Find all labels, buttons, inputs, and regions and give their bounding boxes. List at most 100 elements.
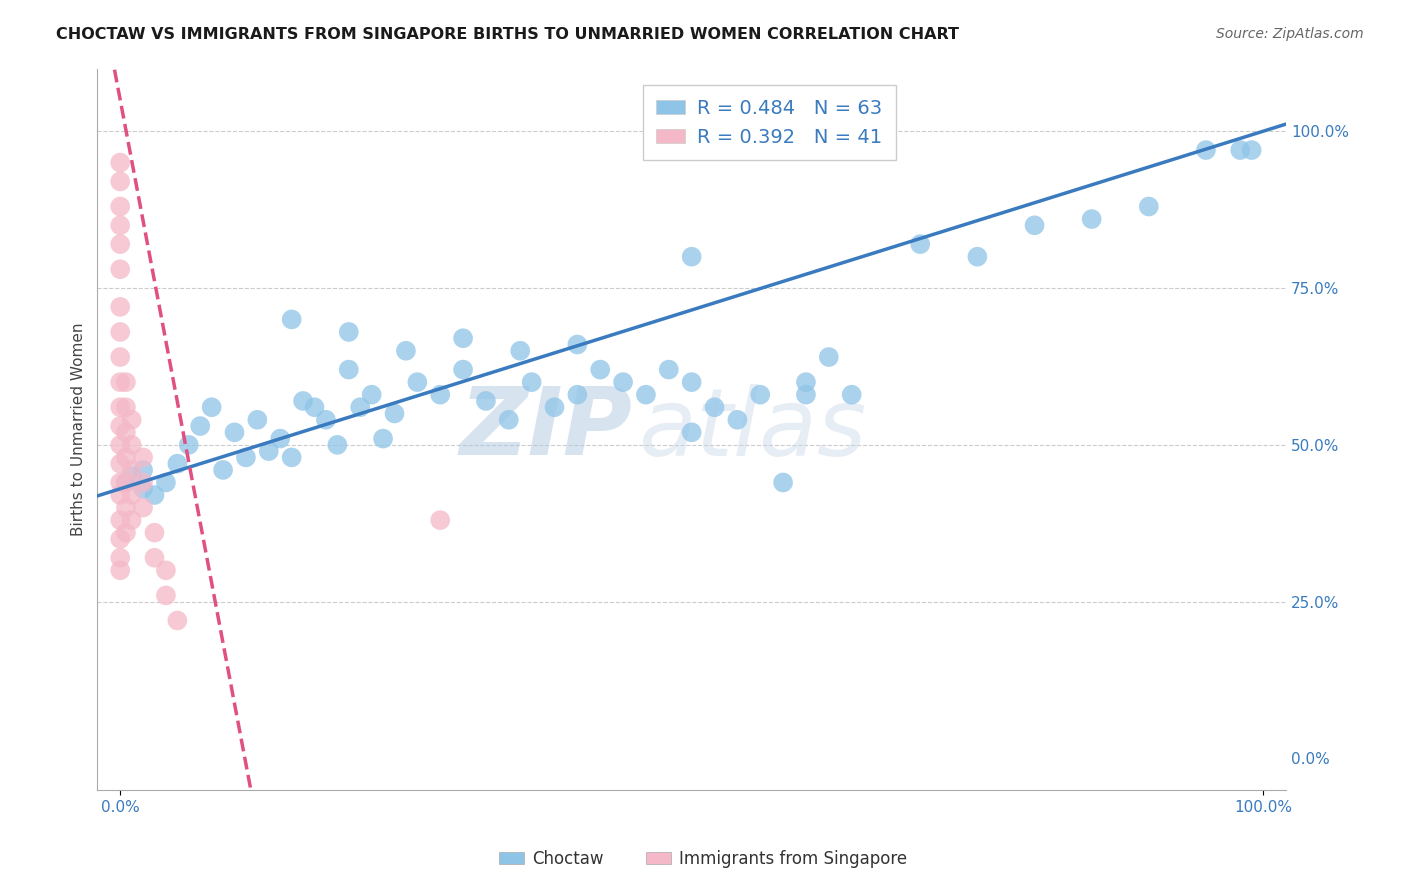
Point	[280, 450, 302, 465]
Point	[132, 450, 155, 465]
Point	[772, 475, 794, 490]
Point	[212, 463, 235, 477]
Point	[115, 401, 138, 415]
Point	[337, 325, 360, 339]
Point	[132, 500, 155, 515]
Point	[108, 513, 131, 527]
Point	[543, 401, 565, 415]
Point	[132, 482, 155, 496]
Point	[681, 375, 703, 389]
Point	[115, 525, 138, 540]
Point	[326, 438, 349, 452]
Text: Source: ZipAtlas.com: Source: ZipAtlas.com	[1216, 27, 1364, 41]
Point	[121, 513, 143, 527]
Point	[115, 425, 138, 440]
Point	[115, 475, 138, 490]
Point	[246, 413, 269, 427]
Point	[108, 219, 131, 233]
Point	[224, 425, 246, 440]
Point	[658, 362, 681, 376]
Point	[429, 387, 451, 401]
Point	[910, 237, 932, 252]
Point	[567, 387, 589, 401]
Text: CHOCTAW VS IMMIGRANTS FROM SINGAPORE BIRTHS TO UNMARRIED WOMEN CORRELATION CHART: CHOCTAW VS IMMIGRANTS FROM SINGAPORE BIR…	[56, 27, 959, 42]
Point	[155, 563, 177, 577]
Point	[703, 401, 725, 415]
Point	[589, 362, 612, 376]
Point	[108, 401, 131, 415]
Point	[108, 350, 131, 364]
Point	[1229, 143, 1251, 157]
Point	[349, 401, 371, 415]
Point	[115, 375, 138, 389]
Point	[280, 312, 302, 326]
Point	[155, 588, 177, 602]
Point	[337, 362, 360, 376]
Point	[121, 488, 143, 502]
Point	[143, 525, 166, 540]
Point	[108, 237, 131, 252]
Point	[115, 475, 138, 490]
Point	[292, 393, 315, 408]
Point	[108, 200, 131, 214]
Point	[115, 450, 138, 465]
Point	[108, 532, 131, 546]
Point	[108, 419, 131, 434]
Point	[406, 375, 429, 389]
Point	[520, 375, 543, 389]
Point	[451, 362, 474, 376]
Point	[794, 375, 817, 389]
Point	[681, 425, 703, 440]
Point	[1240, 143, 1263, 157]
Point	[612, 375, 634, 389]
Point	[108, 550, 131, 565]
Point	[166, 614, 188, 628]
Point	[121, 469, 143, 483]
Point	[108, 174, 131, 188]
Legend: Choctaw, Immigrants from Singapore: Choctaw, Immigrants from Singapore	[492, 844, 914, 875]
Point	[108, 300, 131, 314]
Point	[108, 563, 131, 577]
Legend: R = 0.484   N = 63, R = 0.392   N = 41: R = 0.484 N = 63, R = 0.392 N = 41	[643, 86, 896, 161]
Point	[257, 444, 280, 458]
Point	[749, 387, 772, 401]
Point	[108, 262, 131, 277]
Point	[269, 432, 291, 446]
Point	[841, 387, 863, 401]
Point	[509, 343, 531, 358]
Point	[966, 250, 988, 264]
Point	[395, 343, 418, 358]
Y-axis label: Births to Unmarried Women: Births to Unmarried Women	[72, 322, 86, 536]
Point	[108, 488, 131, 502]
Point	[475, 393, 498, 408]
Point	[1024, 219, 1046, 233]
Point	[108, 375, 131, 389]
Point	[304, 401, 326, 415]
Point	[315, 413, 337, 427]
Point	[121, 413, 143, 427]
Point	[817, 350, 839, 364]
Point	[132, 475, 155, 490]
Point	[143, 488, 166, 502]
Text: atlas: atlas	[638, 384, 866, 475]
Point	[143, 550, 166, 565]
Point	[681, 250, 703, 264]
Point	[115, 500, 138, 515]
Point	[235, 450, 257, 465]
Point	[108, 155, 131, 169]
Point	[177, 438, 200, 452]
Point	[108, 325, 131, 339]
Point	[1137, 200, 1160, 214]
Text: ZIP: ZIP	[460, 384, 633, 475]
Point	[451, 331, 474, 345]
Point	[725, 413, 748, 427]
Point	[634, 387, 657, 401]
Point	[360, 387, 382, 401]
Point	[567, 337, 589, 351]
Point	[155, 475, 177, 490]
Point	[188, 419, 211, 434]
Point	[132, 463, 155, 477]
Point	[108, 438, 131, 452]
Point	[384, 407, 406, 421]
Point	[1080, 212, 1102, 227]
